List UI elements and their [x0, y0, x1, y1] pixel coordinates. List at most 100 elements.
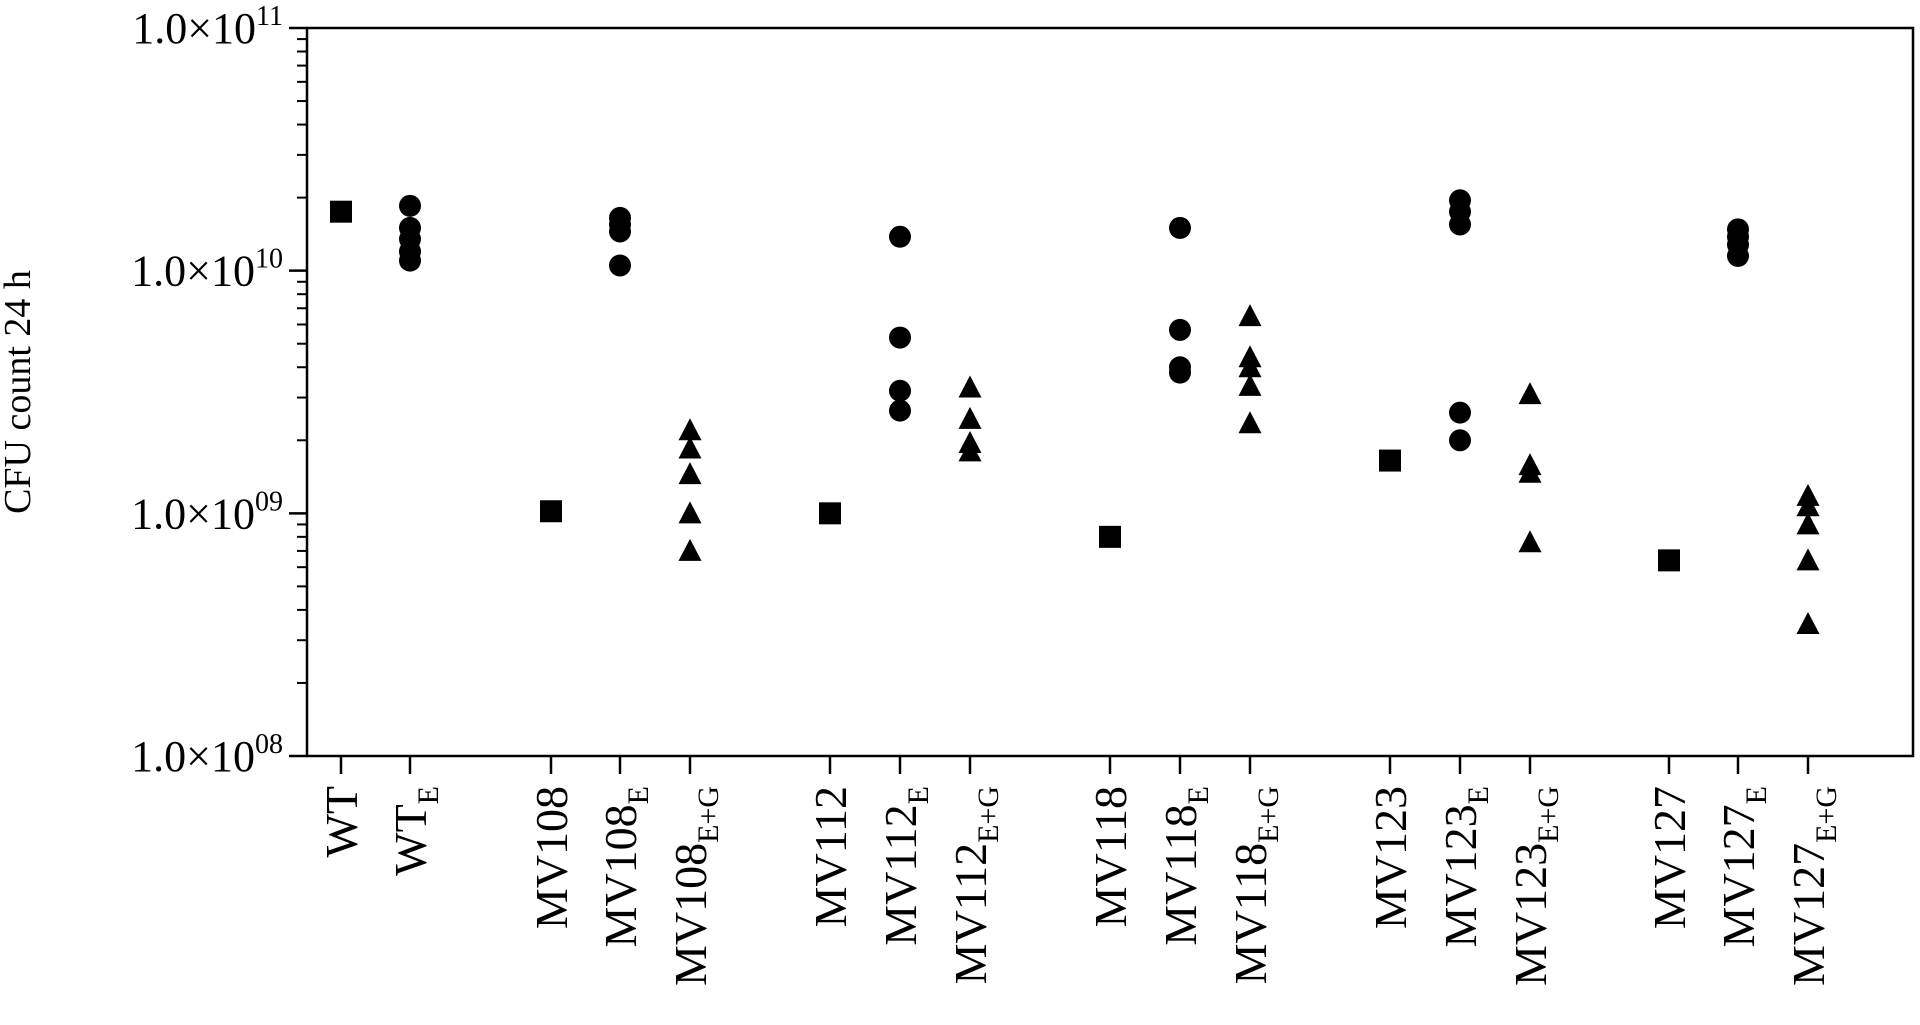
data-point-circle [1169, 361, 1191, 384]
x-tick-label-base: MV118 [1085, 786, 1136, 927]
data-point-triangle [958, 406, 982, 429]
data-point-triangle [1238, 304, 1262, 327]
x-tick-label-base: MV127 [1644, 786, 1695, 929]
data-point-circle [1449, 213, 1471, 236]
x-tick-label: MV123E [1435, 786, 1495, 947]
data-point-circle [1449, 401, 1471, 424]
x-tick-label: MV127E [1713, 786, 1773, 947]
data-point-triangle [678, 436, 702, 459]
x-tick-label: MV108E+G [665, 786, 725, 986]
data-point-triangle [958, 439, 982, 462]
x-tick-label-base: MV118 [1155, 804, 1206, 945]
data-point-circle [399, 249, 421, 272]
x-tick-label-base: MV108 [665, 843, 716, 986]
x-tick-label-base: MV108 [595, 804, 646, 947]
x-tick-label-base: MV123 [1435, 804, 1486, 947]
data-point-circle [1727, 244, 1749, 267]
data-point-triangle [1796, 548, 1820, 571]
y-tick-label: 1.0×1010 [131, 244, 283, 296]
x-tick-label-base: MV123 [1505, 843, 1556, 986]
data-point-triangle [678, 462, 702, 485]
x-tick-label: MV112E+G [945, 786, 1005, 984]
x-tick-label-subscript: E+G [1810, 786, 1843, 843]
x-tick-label: MV112 [805, 786, 856, 927]
data-point-circle [889, 225, 911, 248]
data-point-square [1658, 549, 1680, 572]
data-point-square [1099, 525, 1121, 548]
x-tick-label-subscript: E+G [1532, 786, 1565, 843]
x-tick-label-subscript: E [622, 786, 655, 804]
data-point-triangle [958, 375, 982, 398]
x-tick-label: MV112E [875, 786, 935, 946]
x-tick-label-subscript: E [1462, 786, 1495, 804]
y-tick-exponent: 10 [255, 244, 283, 275]
x-tick-label-base: MV112 [945, 843, 996, 984]
data-point-triangle [1518, 530, 1542, 553]
data-point-triangle [1518, 460, 1542, 483]
data-point-circle [609, 220, 631, 243]
x-tick-label-subscript: E+G [692, 786, 725, 843]
data-point-circle [889, 326, 911, 349]
y-tick-exponent: 09 [255, 486, 283, 517]
x-tick-label-base: MV127 [1713, 804, 1764, 947]
data-point-square [1379, 449, 1401, 472]
data-point-triangle [1796, 494, 1820, 517]
data-point-circle [1169, 216, 1191, 239]
plot-frame [305, 26, 1915, 758]
x-tick-label-base: WT [316, 786, 367, 858]
data-points [330, 189, 1820, 634]
data-point-triangle [1238, 355, 1262, 378]
x-tick-label-base: MV112 [875, 804, 926, 945]
x-tick-label: MV123E+G [1505, 786, 1565, 986]
data-point-square [330, 200, 352, 223]
y-tick-exponent: 08 [255, 729, 283, 760]
x-tick-label: MV108 [526, 786, 577, 929]
data-point-triangle [1796, 512, 1820, 535]
data-point-triangle [1238, 411, 1262, 434]
data-point-circle [889, 379, 911, 402]
x-tick-label: WT [316, 786, 367, 858]
x-tick-label: MV118E [1155, 786, 1215, 946]
data-point-square [819, 502, 841, 525]
x-tick-label-base: MV108 [526, 786, 577, 929]
x-tick-label: MV108E [595, 786, 655, 947]
data-point-triangle [1238, 373, 1262, 396]
x-tick-label-base: WT [385, 804, 436, 876]
y-tick-base: 1.0×10 [131, 732, 255, 781]
x-tick-label: MV127 [1644, 786, 1695, 929]
data-point-circle [609, 254, 631, 277]
x-tick-label-base: MV118 [1225, 843, 1276, 984]
data-point-square [540, 500, 562, 523]
y-tick-exponent: 11 [256, 1, 283, 32]
data-point-circle [889, 399, 911, 422]
y-tick-base: 1.0×10 [131, 489, 255, 538]
x-tick-label-base: MV127 [1783, 843, 1834, 986]
x-tick-label-subscript: E+G [1252, 786, 1285, 843]
data-point-circle [1169, 318, 1191, 341]
x-tick-label-subscript: E [1740, 786, 1773, 804]
x-tick-label-subscript: E+G [972, 786, 1005, 843]
x-tick-label: WTE [385, 786, 445, 876]
x-tick-label: MV123 [1365, 786, 1416, 929]
data-point-triangle [1518, 382, 1542, 405]
x-tick-label-base: MV123 [1365, 786, 1416, 929]
data-point-triangle [678, 418, 702, 441]
y-axis-title: CFU count 24 h [0, 270, 39, 514]
x-tick-label-base: MV112 [805, 786, 856, 927]
data-point-circle [1449, 429, 1471, 452]
x-tick-label: MV118E+G [1225, 786, 1285, 984]
x-tick-label-subscript: E [412, 786, 445, 804]
data-point-triangle [1796, 611, 1820, 634]
y-tick-label: 1.0×1008 [131, 729, 283, 781]
x-tick-label: MV127E+G [1783, 786, 1843, 986]
data-point-triangle [678, 538, 702, 561]
x-tick-label-subscript: E [902, 786, 935, 804]
x-tick-label: MV118 [1085, 786, 1136, 927]
y-tick-base: 1.0×10 [132, 4, 256, 53]
x-tick-label-subscript: E [1182, 786, 1215, 804]
data-point-triangle [678, 501, 702, 524]
data-point-circle [399, 194, 421, 217]
